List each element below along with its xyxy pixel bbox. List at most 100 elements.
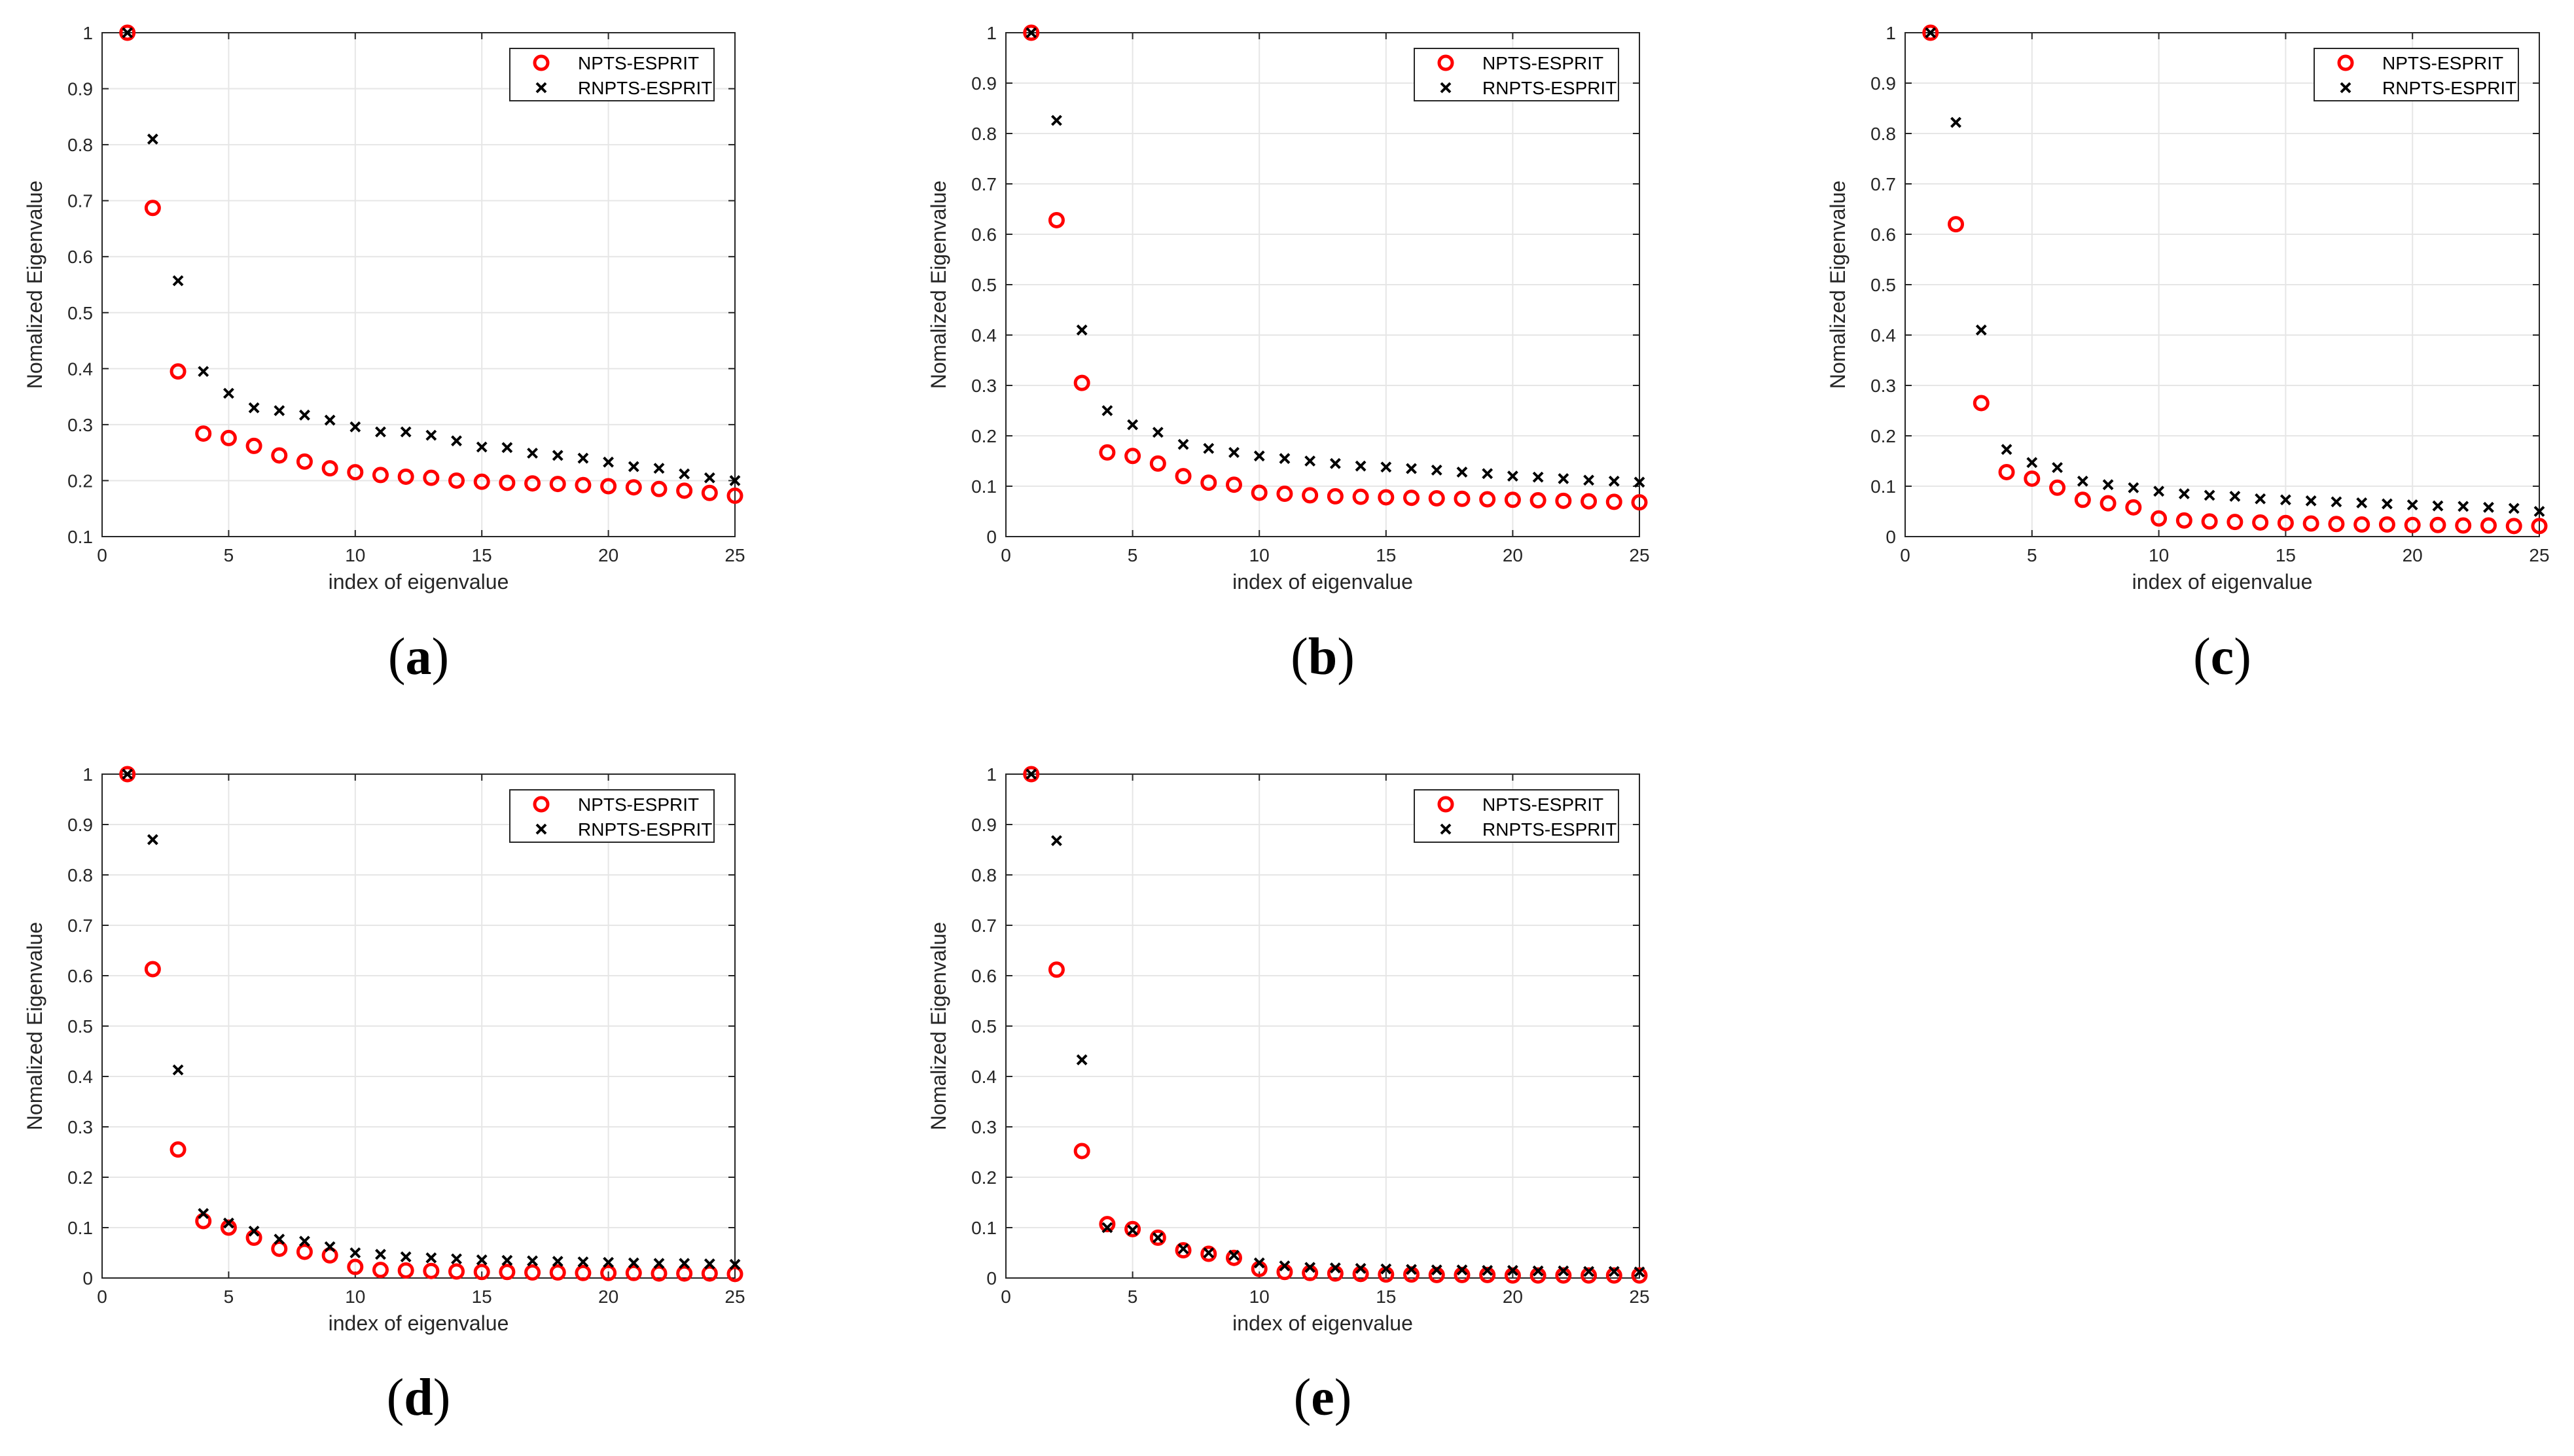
rnpts-point xyxy=(1177,1243,1189,1254)
y-axis-label: Nomalized Eigenvalue xyxy=(927,922,950,1130)
rnpts-point xyxy=(349,1247,361,1258)
npts-point xyxy=(1581,1267,1598,1284)
rnpts-point xyxy=(2458,501,2469,512)
y-tick-label: 0.6 xyxy=(971,966,997,986)
chart-panel-b: 0 5 10 15 20 25 0 0.1 0.2 0.3 0.4 0.5 0.6 0.7 0.8 0.9 1 i… xyxy=(927,23,1650,686)
x-tick-label: 10 xyxy=(2149,545,2169,565)
rnpts-point xyxy=(1026,27,1037,39)
y-tick-label: 0.5 xyxy=(67,303,93,323)
npts-point xyxy=(1099,444,1116,461)
x-tick-label: 5 xyxy=(1128,545,1138,565)
npts-point xyxy=(1529,1267,1546,1284)
npts-point xyxy=(119,766,136,783)
npts-point xyxy=(2151,510,2168,527)
npts-point xyxy=(2024,470,2041,487)
npts-point xyxy=(448,472,465,489)
npts-point xyxy=(372,467,389,484)
legend: NPTS-ESPRIT RNPTS-ESPRIT xyxy=(1414,789,1619,843)
y-tick-label: 0.8 xyxy=(1870,124,1896,144)
npts-point xyxy=(1225,1249,1242,1266)
rnpts-point xyxy=(1583,474,1594,486)
npts-point xyxy=(1073,1143,1090,1160)
rnpts-point xyxy=(1950,116,1961,128)
legend-marker-npts xyxy=(2337,54,2354,71)
rnpts-point xyxy=(1532,471,1544,483)
npts-point xyxy=(2175,512,2192,529)
y-tick-label: 0 xyxy=(986,1268,997,1288)
npts-point xyxy=(1023,24,1040,41)
x-tick-label: 20 xyxy=(2403,545,2423,565)
npts-point xyxy=(1073,374,1090,391)
x-tick-label: 25 xyxy=(1629,1287,1649,1307)
rnpts-point xyxy=(1152,427,1164,438)
npts-point xyxy=(1149,455,1166,472)
npts-point xyxy=(195,425,212,442)
rnpts-point xyxy=(1532,1265,1544,1277)
rnpts-point xyxy=(704,1258,715,1270)
npts-point xyxy=(1352,488,1369,505)
y-tick-label: 0.5 xyxy=(971,1016,997,1037)
y-tick-label: 0.9 xyxy=(971,815,997,835)
rnpts-point xyxy=(1304,455,1316,467)
npts-point xyxy=(676,1265,693,1282)
y-tick-label: 0.9 xyxy=(1870,73,1896,94)
y-tick-label: 0.9 xyxy=(67,815,93,835)
npts-point xyxy=(1378,489,1395,506)
rnpts-point xyxy=(729,1258,741,1270)
npts-point xyxy=(245,437,262,454)
y-tick-label: 0.7 xyxy=(971,174,997,194)
legend-label: NPTS-ESPRIT xyxy=(2382,53,2503,73)
y-tick-label: 0.6 xyxy=(971,224,997,245)
npts-point xyxy=(1149,1229,1166,1246)
npts-point xyxy=(2505,518,2522,535)
rnpts-point xyxy=(2204,489,2215,501)
npts-point xyxy=(1998,463,2015,480)
rnpts-point xyxy=(1076,324,1088,336)
rnpts-point xyxy=(400,426,412,438)
legend-label: RNPTS-ESPRIT xyxy=(2382,78,2516,98)
x-tick-label: 5 xyxy=(224,1287,234,1307)
npts-point xyxy=(423,1262,440,1279)
npts-point xyxy=(549,1264,566,1281)
rnpts-point xyxy=(1431,1264,1442,1276)
npts-point xyxy=(651,480,668,497)
rnpts-point xyxy=(577,452,589,464)
npts-point xyxy=(1973,395,1990,412)
x-axis-label: index of eigenvalue xyxy=(329,570,509,594)
x-tick-label: 0 xyxy=(97,1287,107,1307)
x-tick-label: 25 xyxy=(724,1287,745,1307)
npts-point xyxy=(600,1264,617,1281)
y-tick-label: 0.4 xyxy=(971,325,997,346)
npts-point xyxy=(701,484,718,501)
x-tick-label: 10 xyxy=(345,545,365,565)
x-tick-label: 20 xyxy=(598,545,618,565)
npts-point xyxy=(271,447,288,464)
x-axis-label: index of eigenvalue xyxy=(1232,570,1413,594)
y-tick-label: 0.1 xyxy=(971,1218,997,1238)
npts-point xyxy=(2328,516,2345,533)
npts-point xyxy=(726,1266,743,1283)
legend: NPTS-ESPRIT RNPTS-ESPRIT xyxy=(1414,48,1619,101)
panel-label: (d) xyxy=(387,1369,451,1427)
rnpts-point xyxy=(451,435,462,447)
y-tick-label: 0.4 xyxy=(971,1067,997,1087)
npts-point xyxy=(1403,489,1420,506)
npts-point xyxy=(2226,514,2243,531)
npts-point xyxy=(1428,489,1445,506)
rnpts-point xyxy=(2001,444,2012,455)
y-tick-label: 0.5 xyxy=(1870,275,1896,295)
npts-point xyxy=(2353,516,2370,533)
rnpts-point xyxy=(1203,442,1215,454)
rnpts-point xyxy=(1456,467,1468,478)
rnpts-point xyxy=(2305,495,2317,506)
y-tick-label: 0.7 xyxy=(67,191,93,211)
npts-point xyxy=(2125,499,2142,516)
x-tick-label: 25 xyxy=(1629,545,1649,565)
rnpts-point xyxy=(1507,471,1518,482)
rnpts-point xyxy=(476,1254,488,1266)
npts-point xyxy=(2455,517,2472,534)
x-axis-label: index of eigenvalue xyxy=(1232,1311,1413,1335)
rnpts-point xyxy=(299,1235,310,1247)
npts-point xyxy=(347,464,364,481)
x-tick-label: 5 xyxy=(1128,1287,1138,1307)
